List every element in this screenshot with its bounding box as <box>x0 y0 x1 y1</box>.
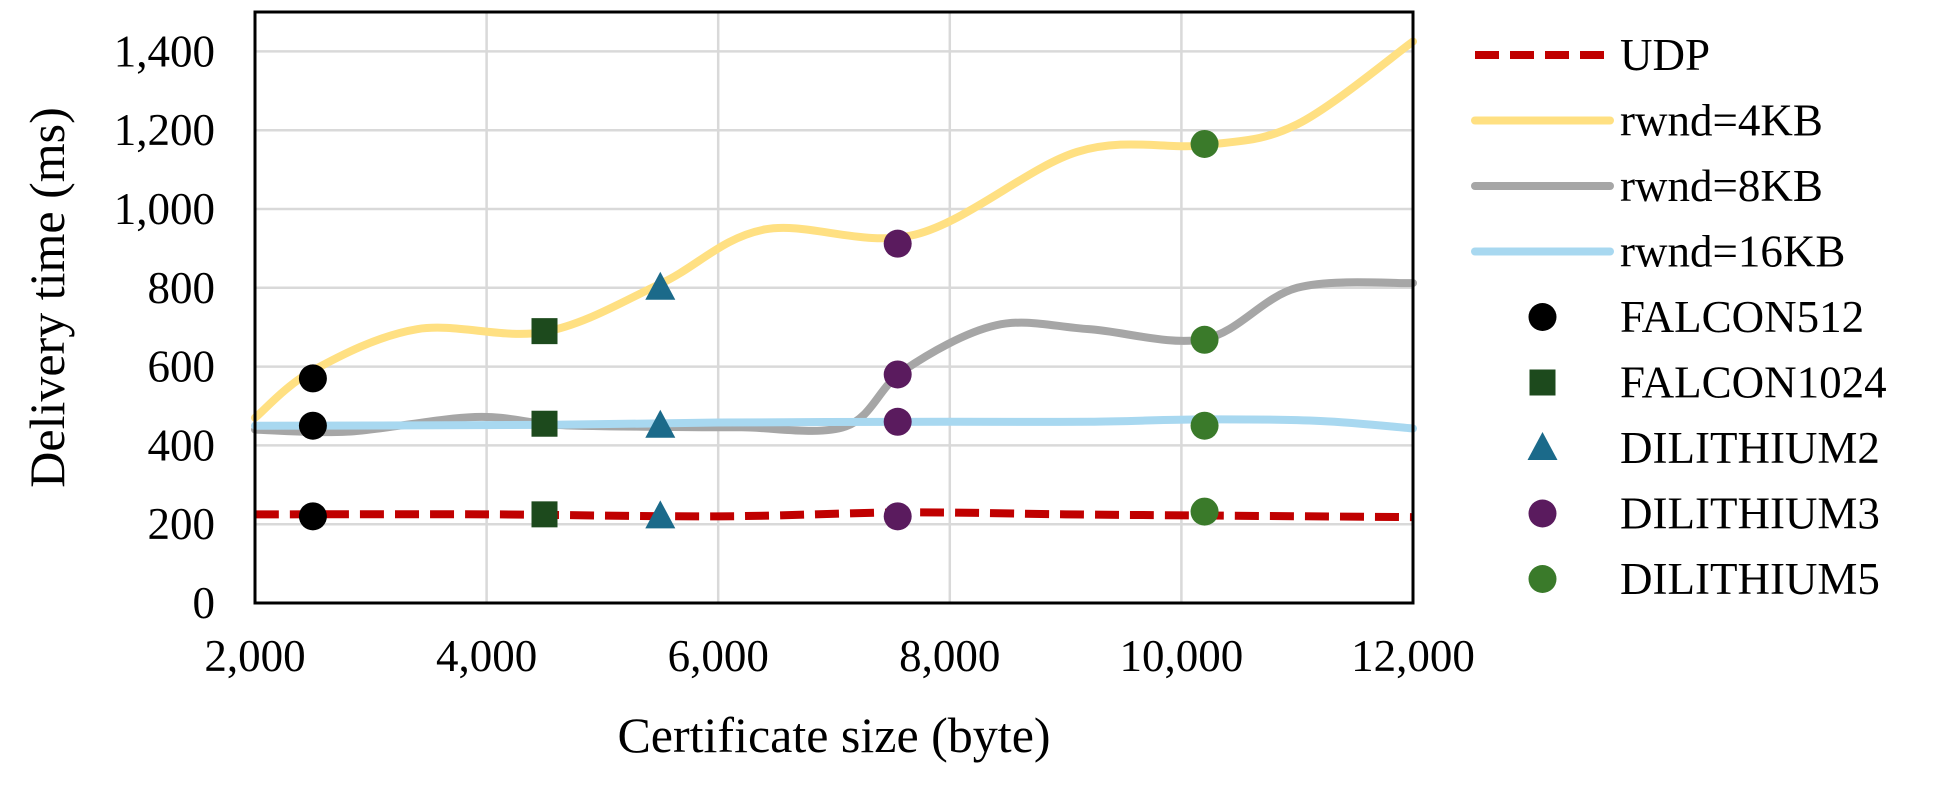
y-tick-label: 200 <box>148 499 216 549</box>
x-tick-label: 8,000 <box>899 631 1000 681</box>
marker-dilithium2 <box>645 271 676 300</box>
y-axis-title: Delivery time (ms) <box>19 107 75 487</box>
legend-label-falcon1024: FALCON1024 <box>1620 358 1887 408</box>
marker-dilithium3 <box>883 229 912 258</box>
legend-label-udp: UDP <box>1620 30 1710 80</box>
marker-dilithium3 <box>883 407 912 436</box>
legend: UDP rwnd=4KB rwnd=8KB rwnd=16KB FALCON512 FAL… <box>1471 30 1887 604</box>
marker-dilithium3 <box>883 502 912 531</box>
x-axis-title: Certificate size (byte) <box>617 707 1050 763</box>
marker-falcon512 <box>298 364 327 393</box>
marker-dilithium5 <box>1190 325 1219 354</box>
marker-falcon512 <box>298 411 327 440</box>
series-line-rwnd-4kb <box>251 37 1417 422</box>
x-tick-label: 4,000 <box>436 631 537 681</box>
legend-label-dilithium3: DILITHIUM3 <box>1620 489 1880 539</box>
y-tick-label: 600 <box>148 342 216 392</box>
y-tick-label: 0 <box>193 578 216 628</box>
marker-dilithium5 <box>1190 129 1219 158</box>
series-line-rwnd-16kb <box>251 415 1417 433</box>
legend-swatch-dilithium5 <box>1528 565 1557 593</box>
x-tick-label: 2,000 <box>204 631 305 681</box>
marker-dilithium5 <box>1190 411 1219 440</box>
plot-area-frame <box>253 10 1415 605</box>
x-tick-label: 10,000 <box>1120 631 1244 681</box>
legend-swatch-dilithium3 <box>1528 499 1557 528</box>
legend-label-rwnd-8kb: rwnd=8KB <box>1620 161 1823 211</box>
marker-falcon512 <box>298 502 327 531</box>
marker-falcon1024 <box>531 501 558 528</box>
y-tick-label: 1,400 <box>114 26 215 76</box>
marker-dilithium5 <box>1190 497 1219 526</box>
x-tick-label: 6,000 <box>668 631 769 681</box>
marker-falcon1024 <box>531 318 558 345</box>
marker-dilithium2 <box>645 500 676 529</box>
legend-label-rwnd-16kb: rwnd=16KB <box>1620 227 1845 277</box>
y-tick-label: 400 <box>148 420 216 470</box>
marker-dilithium2 <box>645 409 676 438</box>
legend-label-dilithium5: DILITHIUM5 <box>1620 554 1880 604</box>
series-markers <box>298 129 1219 531</box>
y-tick-label: 1,000 <box>114 184 215 234</box>
legend-label-dilithium2: DILITHIUM2 <box>1620 423 1880 473</box>
legend-label-falcon512: FALCON512 <box>1620 292 1864 342</box>
legend-label-rwnd-4kb: rwnd=4KB <box>1620 96 1823 146</box>
marker-falcon1024 <box>531 410 558 437</box>
y-axis-ticks: 0 200 400 600 800 1,000 1,200 1,400 <box>114 26 215 628</box>
legend-swatch-falcon1024 <box>1529 369 1556 396</box>
x-axis-ticks: 2,000 4,000 6,000 8,000 10,000 12,000 <box>204 631 1475 681</box>
series-line-udp <box>254 508 1414 522</box>
legend-swatch-dilithium2 <box>1527 432 1558 460</box>
x-tick-label: 12,000 <box>1351 631 1475 681</box>
y-tick-label: 800 <box>148 263 216 313</box>
y-tick-label: 1,200 <box>114 105 215 155</box>
legend-swatch-falcon512 <box>1528 303 1557 331</box>
series-line-rwnd-8kb <box>251 278 1417 437</box>
marker-dilithium3 <box>883 360 912 389</box>
